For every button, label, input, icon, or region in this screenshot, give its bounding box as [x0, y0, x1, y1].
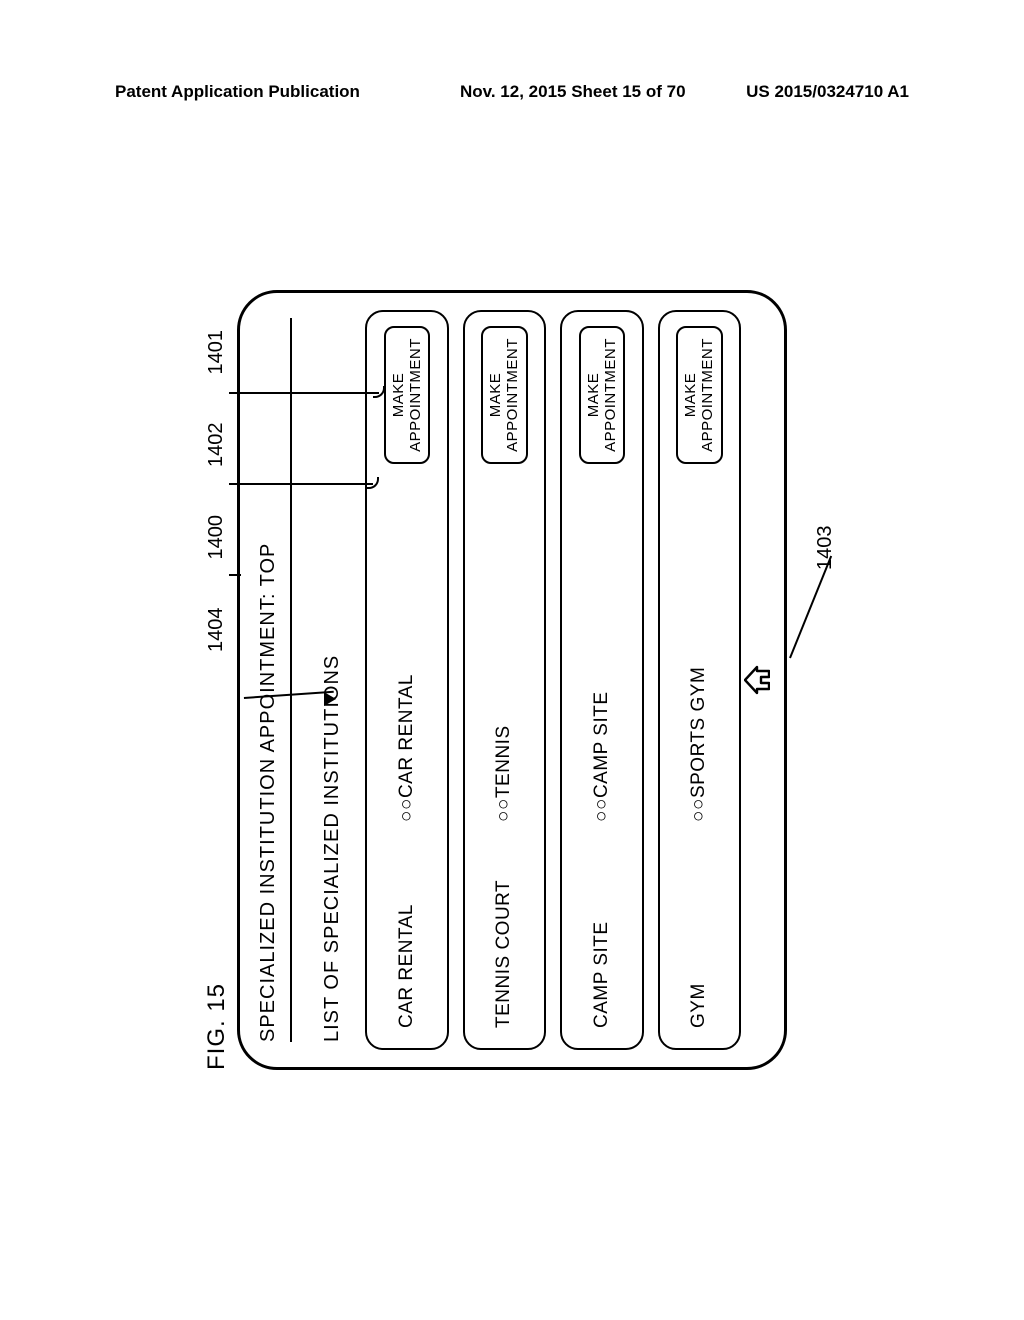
- make-appointment-button[interactable]: MAKEAPPOINTMENT: [481, 326, 528, 464]
- leadline-1403: [789, 556, 832, 659]
- figure-label: FIG. 15: [203, 983, 231, 1070]
- screen-title: SPECIALIZED INSTITUTION APPOINTMENT: TOP: [257, 318, 292, 1042]
- list-item[interactable]: CAR RENTAL ○○CAR RENTAL MAKEAPPOINTMENT: [365, 310, 449, 1050]
- item-name: ○○CAR RENTAL: [396, 480, 418, 822]
- item-category: GYM: [688, 838, 710, 1028]
- page: Patent Application Publication Nov. 12, …: [0, 0, 1024, 1320]
- item-category: TENNIS COURT: [493, 838, 515, 1028]
- item-category: CAR RENTAL: [396, 838, 418, 1028]
- institution-list: CAR RENTAL ○○CAR RENTAL MAKEAPPOINTMENT …: [365, 310, 741, 1050]
- header-right: US 2015/0324710 A1: [746, 82, 909, 102]
- home-icon[interactable]: [744, 665, 775, 695]
- ref-1401: 1401: [205, 330, 228, 375]
- list-item[interactable]: CAMP SITE ○○CAMP SITE MAKEAPPOINTMENT: [560, 310, 644, 1050]
- reference-numerals: 1404 1400 1402 1401: [205, 330, 228, 652]
- header-center: Nov. 12, 2015 Sheet 15 of 70: [460, 82, 686, 102]
- header-left: Patent Application Publication: [115, 82, 360, 102]
- make-appointment-button[interactable]: MAKEAPPOINTMENT: [676, 326, 723, 464]
- ref-1404: 1404: [205, 608, 228, 653]
- ref-1400: 1400: [205, 515, 228, 560]
- item-name: ○○SPORTS GYM: [688, 480, 710, 822]
- make-appointment-button[interactable]: MAKEAPPOINTMENT: [384, 326, 431, 464]
- ref-1403: 1403: [814, 526, 837, 571]
- list-item[interactable]: TENNIS COURT ○○TENNIS MAKEAPPOINTMENT: [463, 310, 547, 1050]
- figure: FIG. 15 1404 1400 1402 1401 SPECIALIZED …: [122, 405, 902, 955]
- item-name: ○○TENNIS: [493, 480, 515, 822]
- ref-1402: 1402: [205, 423, 228, 468]
- item-name: ○○CAMP SITE: [591, 480, 613, 822]
- item-category: CAMP SITE: [591, 838, 613, 1028]
- list-heading: LIST OF SPECIALIZED INSTITUTIONS: [321, 655, 344, 1042]
- make-appointment-button[interactable]: MAKEAPPOINTMENT: [579, 326, 626, 464]
- list-item[interactable]: GYM ○○SPORTS GYM MAKEAPPOINTMENT: [658, 310, 742, 1050]
